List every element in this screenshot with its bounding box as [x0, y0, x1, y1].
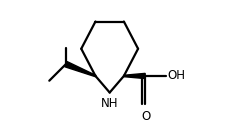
Polygon shape [65, 61, 95, 77]
Text: O: O [141, 110, 150, 123]
Polygon shape [123, 73, 144, 79]
Text: NH: NH [101, 97, 118, 110]
Text: OH: OH [167, 69, 185, 82]
